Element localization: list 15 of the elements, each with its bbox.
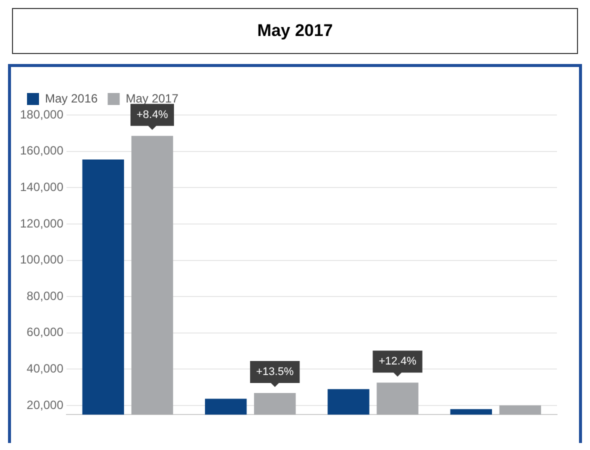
legend-label: May 2017	[126, 91, 179, 106]
y-tick-label: 140,000	[20, 180, 64, 194]
y-tick-label: 180,000	[20, 107, 64, 122]
y-tick-label: 20,000	[26, 398, 64, 412]
chart-title: May 2017	[12, 8, 578, 54]
y-tick-label: 100,000	[20, 252, 64, 267]
annotation: +12.4%	[378, 356, 417, 368]
annotation: +13.5%	[256, 366, 294, 378]
annotation: +8.4%	[136, 108, 168, 121]
y-tick-label: 60,000	[26, 325, 64, 340]
y-tick-label: 80,000	[26, 288, 64, 303]
y-tick-label: 120,000	[20, 216, 64, 230]
y-tick-label: 40,000	[26, 362, 64, 376]
legend-label: May 2016	[45, 91, 98, 106]
y-tick-label: 160,000	[20, 144, 64, 158]
